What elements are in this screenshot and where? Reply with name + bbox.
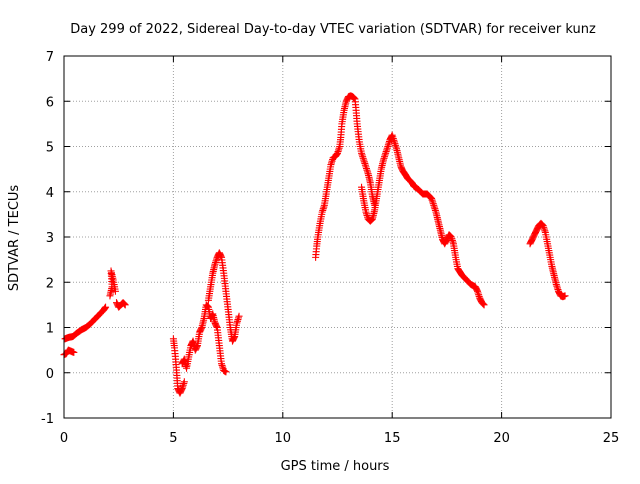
data-point — [121, 300, 129, 308]
data-point — [204, 302, 212, 310]
data-point — [121, 301, 129, 309]
x-tick-label: 25 — [603, 431, 620, 446]
y-axis-label: SDTVAR / TECUs — [7, 185, 22, 292]
data-point — [111, 287, 119, 295]
data-point — [479, 299, 487, 307]
chart-title: Day 299 of 2022, Sidereal Day-to-day VTE… — [70, 22, 596, 37]
data-point — [480, 301, 488, 309]
x-axis-label: GPS time / hours — [281, 459, 390, 474]
x-tick-label: 5 — [169, 431, 177, 446]
data-point — [102, 303, 110, 311]
data-point — [180, 378, 188, 386]
grid-lines — [64, 56, 611, 418]
data-point — [120, 299, 128, 307]
x-tick-label: 0 — [60, 431, 68, 446]
data-point — [561, 292, 569, 300]
y-tick-label: 5 — [46, 141, 54, 156]
data-point — [350, 93, 358, 101]
data-point — [479, 300, 487, 308]
axis-ticks: 0 5 10 15 20 25 -1 0 1 2 3 4 5 6 7 — [41, 50, 619, 446]
y-tick-label: 3 — [46, 231, 54, 246]
data-point — [70, 348, 78, 356]
data-point — [203, 302, 211, 310]
data-point — [350, 94, 358, 102]
y-tick-label: 7 — [46, 50, 54, 65]
x-tick-label: 15 — [384, 431, 401, 446]
y-tick-label: -1 — [41, 412, 54, 427]
plot-frame — [63, 55, 612, 419]
y-tick-label: 1 — [46, 322, 54, 337]
y-tick-label: 0 — [46, 367, 54, 382]
data-point — [235, 312, 243, 320]
y-tick-label: 4 — [46, 186, 54, 201]
y-tick-label: 2 — [46, 276, 54, 291]
x-tick-label: 10 — [275, 431, 292, 446]
y-tick-label: 6 — [46, 95, 54, 110]
x-tick-label: 20 — [493, 431, 510, 446]
data-series-sdtvar — [60, 92, 569, 397]
data-point — [222, 368, 230, 376]
